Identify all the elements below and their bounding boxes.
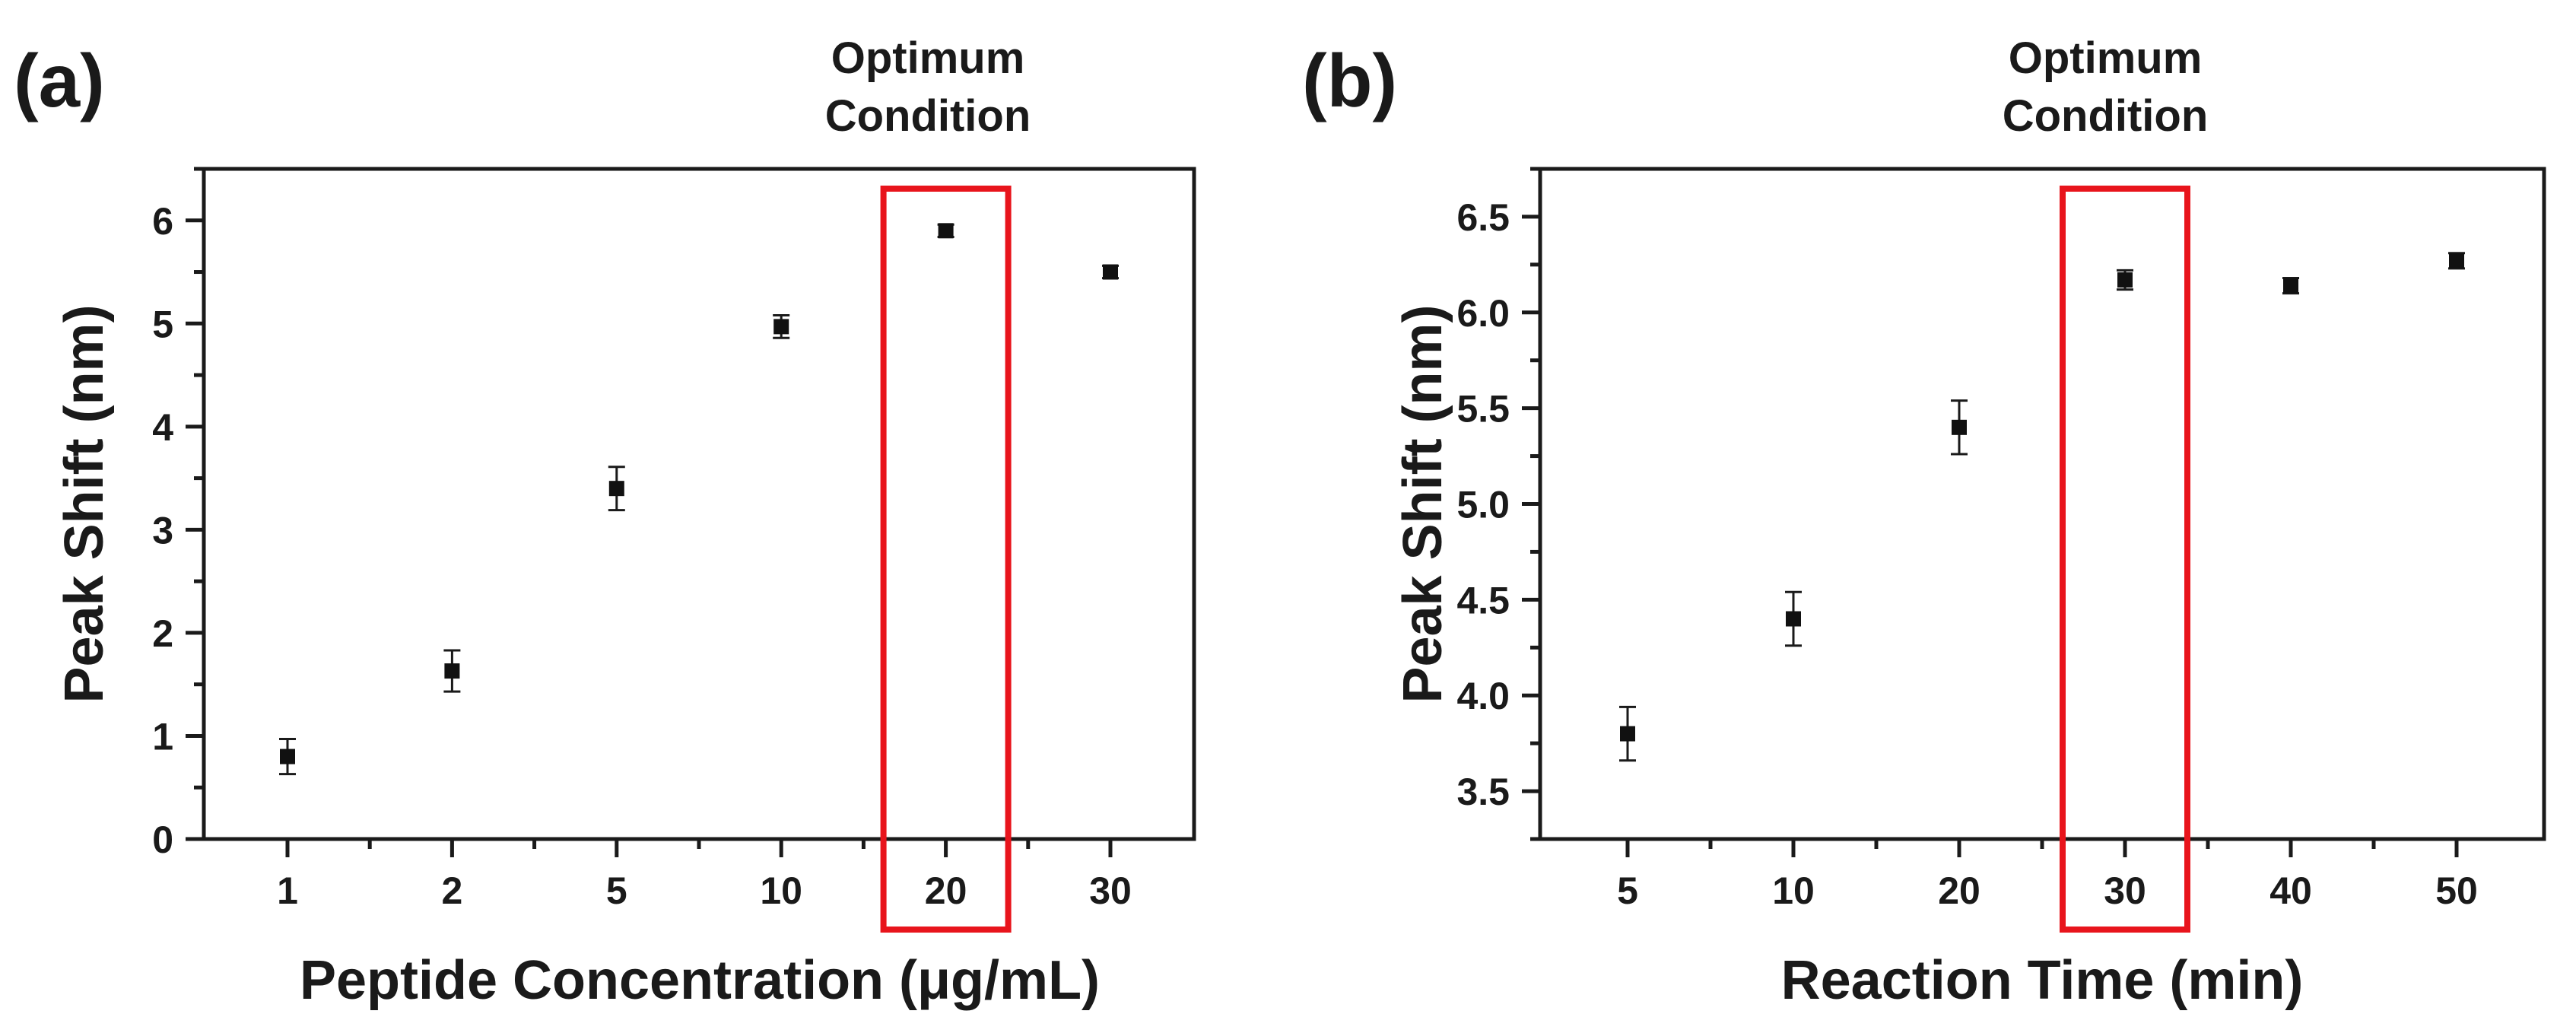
y-tick-label: 4.5: [1456, 579, 1510, 621]
data-point: [2449, 253, 2464, 269]
y-tick-label: 6.5: [1456, 196, 1510, 239]
x-tick-label: 5: [606, 869, 627, 912]
data-point: [2283, 278, 2298, 294]
optimum-highlight-box: [880, 186, 1012, 933]
y-tick-label: 4.0: [1456, 675, 1510, 717]
annotation-line-1: Optimum: [831, 33, 1025, 83]
annotation-line-2: Condition: [825, 91, 1031, 141]
data-point: [773, 319, 789, 335]
data-point: [1620, 726, 1635, 742]
y-tick-label: 0: [152, 818, 173, 861]
y-tick-label: 4: [152, 406, 173, 449]
x-tick-label: 10: [1772, 869, 1815, 912]
y-axis-title: Peak Shift (nm): [1393, 304, 1453, 703]
x-axis-title: Reaction Time (min): [1781, 950, 2304, 1011]
annotation-line-2: Condition: [2003, 91, 2209, 141]
y-axis-title: Peak Shift (nm): [54, 304, 115, 703]
y-tick-label: 5.5: [1456, 388, 1510, 431]
x-tick-label: 50: [2435, 869, 2478, 912]
y-tick-label: 5: [152, 303, 173, 345]
x-tick-label: 20: [925, 869, 967, 912]
data-point: [444, 663, 460, 679]
data-point: [1103, 264, 1118, 280]
y-tick-label: 1: [152, 715, 173, 758]
x-tick-label: 1: [277, 869, 298, 912]
annotation-line-1: Optimum: [2009, 33, 2203, 83]
y-tick-label: 3.5: [1456, 771, 1510, 813]
data-point: [280, 749, 295, 764]
data-point: [1786, 611, 1801, 627]
y-tick-label: 5.0: [1456, 484, 1510, 526]
y-tick-label: 2: [152, 612, 173, 655]
data-point: [2117, 272, 2133, 288]
panel-label: (b): [1302, 39, 1397, 122]
x-tick-label: 30: [1089, 869, 1132, 912]
x-tick-label: 20: [1938, 869, 1980, 912]
y-tick-label: 3: [152, 509, 173, 551]
x-tick-label: 40: [2269, 869, 2312, 912]
y-tick-label: 6.0: [1456, 292, 1510, 335]
plot-frame: [202, 167, 1196, 841]
panel-label: (a): [14, 39, 105, 122]
data-point: [1952, 419, 1967, 435]
x-tick-label: 2: [441, 869, 462, 912]
panel-a: (a) Optimum Condition 0 1 2 3 4 5 6 1 2 5 10 20 30 Pepti…: [14, 33, 1196, 1011]
plot-frame: [1538, 167, 2546, 841]
x-tick-label: 5: [1617, 869, 1638, 912]
data-point: [938, 223, 954, 239]
x-tick-label: 30: [2104, 869, 2146, 912]
data-point: [608, 481, 624, 497]
y-tick-label: 6: [152, 200, 173, 243]
x-axis-title: Peptide Concentration (μg/mL): [300, 950, 1100, 1011]
panel-b: (b) Optimum Condition 3.5 4.0 4.5 5.0 5.5 6.0 6.5…: [1302, 33, 2546, 1011]
x-tick-label: 10: [760, 869, 802, 912]
optimum-highlight-box: [2060, 186, 2190, 933]
